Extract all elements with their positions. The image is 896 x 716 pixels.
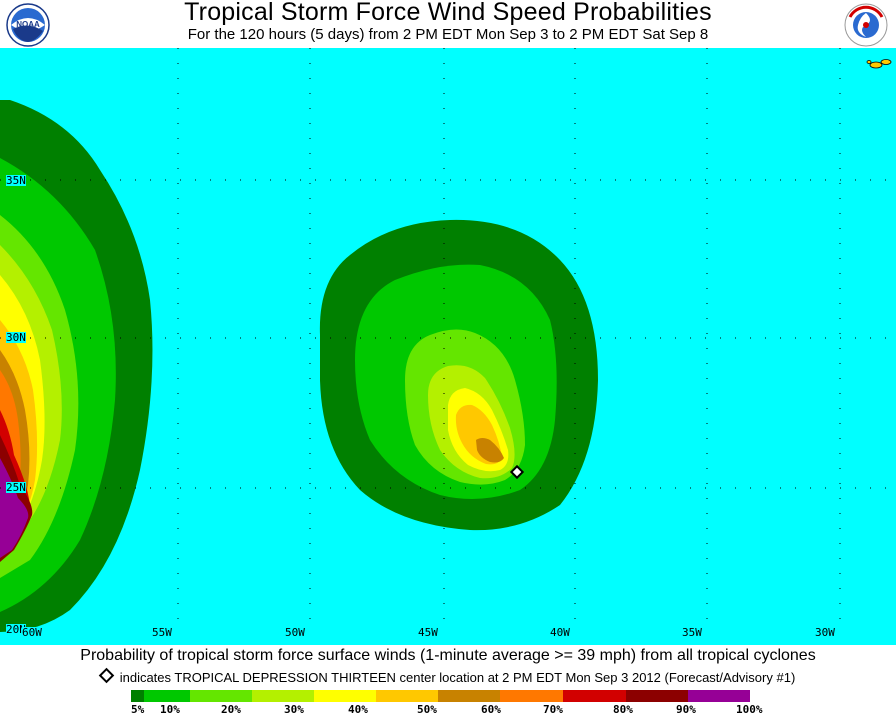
legend-label: 90%	[676, 703, 696, 716]
central-probability-area	[319, 219, 598, 531]
legend-label: 50%	[417, 703, 437, 716]
legend-label: 20%	[221, 703, 241, 716]
island-marks	[866, 59, 892, 69]
lon-label-35w: 35W	[682, 626, 702, 639]
header: NOAA Tropical Storm Force Wind Speed Pro…	[0, 0, 896, 48]
lon-label-60w: 60W	[22, 626, 42, 639]
legend-swatch	[190, 690, 252, 702]
legend-label: 30%	[284, 703, 304, 716]
western-probability-area	[0, 100, 153, 632]
lat-label-35n: 35N	[6, 174, 26, 187]
lon-label-45w: 45W	[418, 626, 438, 639]
svg-text:NOAA: NOAA	[16, 20, 40, 29]
lat-label-30n: 30N	[6, 331, 26, 344]
center-location-marker	[509, 464, 525, 480]
nws-logo-icon	[844, 3, 888, 47]
lon-label-30w: 30W	[815, 626, 835, 639]
legend-label: 40%	[348, 703, 368, 716]
legend-swatch	[376, 690, 438, 702]
lat-label-25n: 25N	[6, 481, 26, 494]
legend-label: 80%	[613, 703, 633, 716]
legend-label: 70%	[543, 703, 563, 716]
center-indicator-note: indicates TROPICAL DEPRESSION THIRTEEN c…	[0, 667, 896, 685]
central-contour-60pct	[476, 438, 504, 463]
legend-label: 60%	[481, 703, 501, 716]
legend-label: 10%	[160, 703, 180, 716]
noaa-logo-icon: NOAA	[6, 3, 50, 47]
legend-swatch	[500, 690, 563, 702]
legend-color-bar	[131, 690, 750, 702]
lat-label-20n: 20N	[6, 623, 26, 636]
probability-caption: Probability of tropical storm force surf…	[80, 647, 816, 664]
lon-label-40w: 40W	[550, 626, 570, 639]
legend-swatch	[252, 690, 314, 702]
lon-label-50w: 50W	[285, 626, 305, 639]
legend-swatch	[438, 690, 500, 702]
diamond-icon	[98, 667, 114, 684]
legend-swatch	[626, 690, 688, 702]
map-title: Tropical Storm Force Wind Speed Probabil…	[184, 0, 712, 26]
map-canvas	[0, 48, 896, 645]
legend-swatch	[688, 690, 750, 702]
map-subtitle: For the 120 hours (5 days) from 2 PM EDT…	[187, 26, 709, 43]
probability-map: 35N 30N 25N 20N 60W 55W 50W 45W 40W 35W …	[0, 48, 896, 645]
legend-labels: 5% 10% 20% 30% 40% 50% 60% 70% 80% 90% 100%	[0, 703, 896, 716]
legend-label: 5%	[131, 703, 145, 716]
lon-label-55w: 55W	[152, 626, 172, 639]
legend-swatch	[563, 690, 626, 702]
legend-swatch	[131, 690, 144, 702]
indicator-text: indicates TROPICAL DEPRESSION THIRTEEN c…	[119, 670, 796, 685]
legend-swatch	[314, 690, 376, 702]
legend-swatch	[144, 690, 190, 702]
footer: Probability of tropical storm force surf…	[0, 645, 896, 716]
legend-label: 100%	[736, 703, 763, 716]
